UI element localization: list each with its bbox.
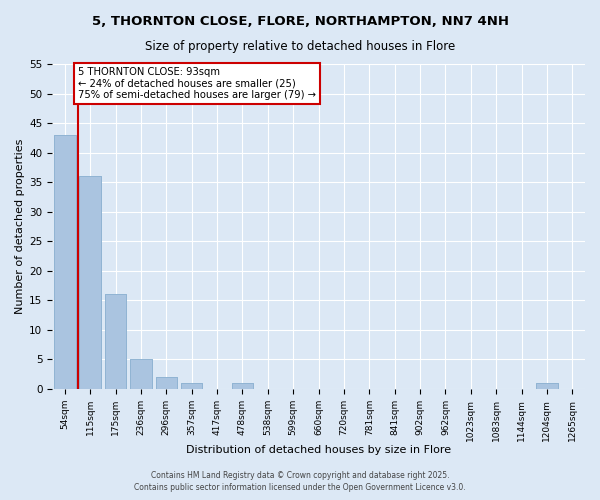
Text: 5, THORNTON CLOSE, FLORE, NORTHAMPTON, NN7 4NH: 5, THORNTON CLOSE, FLORE, NORTHAMPTON, N… <box>91 15 509 28</box>
Bar <box>130 360 152 389</box>
Bar <box>54 135 76 389</box>
Text: 5 THORNTON CLOSE: 93sqm
← 24% of detached houses are smaller (25)
75% of semi-de: 5 THORNTON CLOSE: 93sqm ← 24% of detache… <box>77 67 316 100</box>
Bar <box>79 176 101 389</box>
Text: Size of property relative to detached houses in Flore: Size of property relative to detached ho… <box>145 40 455 53</box>
Bar <box>105 294 127 389</box>
Text: Contains HM Land Registry data © Crown copyright and database right 2025.
Contai: Contains HM Land Registry data © Crown c… <box>134 471 466 492</box>
Bar <box>536 383 558 389</box>
Bar <box>536 383 558 389</box>
Bar <box>232 383 253 389</box>
Bar <box>54 135 76 389</box>
Bar <box>155 377 177 389</box>
X-axis label: Distribution of detached houses by size in Flore: Distribution of detached houses by size … <box>186 445 451 455</box>
Bar <box>232 383 253 389</box>
Bar <box>130 360 152 389</box>
Bar <box>181 383 202 389</box>
Y-axis label: Number of detached properties: Number of detached properties <box>15 139 25 314</box>
Bar <box>105 294 127 389</box>
Bar <box>155 377 177 389</box>
Bar <box>79 176 101 389</box>
Bar <box>181 383 202 389</box>
